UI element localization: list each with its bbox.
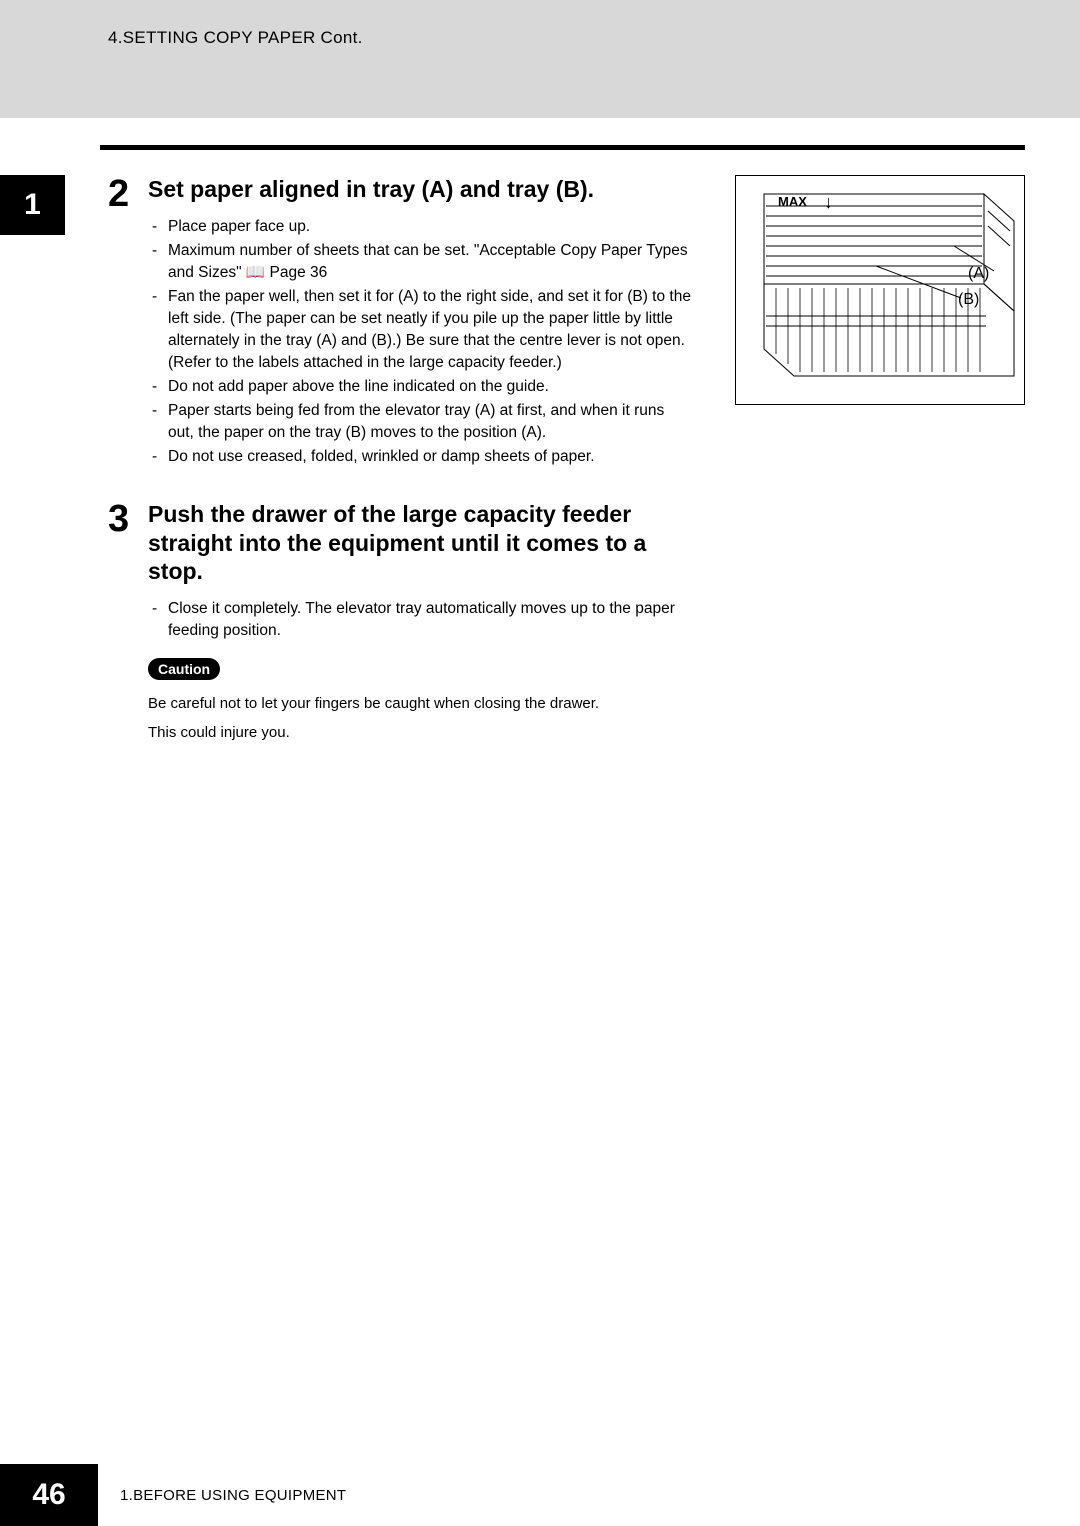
step-2-bullet: Maximum number of sheets that can be set… xyxy=(148,240,693,284)
chapter-tab: 1 xyxy=(0,175,65,235)
header-breadcrumb: 4.SETTING COPY PAPER Cont. xyxy=(108,28,1080,48)
footer-section: 1.BEFORE USING EQUIPMENT xyxy=(98,1487,346,1504)
step-2-title: Set paper aligned in tray (A) and tray (… xyxy=(148,175,703,204)
step-2-bullets: Place paper face up. Maximum number of s… xyxy=(148,216,693,468)
chapter-number: 1 xyxy=(24,188,41,222)
svg-text:↓: ↓ xyxy=(824,192,833,212)
step-3-bullet: Close it completely. The elevator tray a… xyxy=(148,598,693,642)
step-2-bullet: Fan the paper well, then set it for (A) … xyxy=(148,286,693,374)
top-divider-rule xyxy=(100,145,1025,150)
tray-diagram: MAX ↓ (A) (B) xyxy=(735,175,1025,405)
step-2-bullet: Do not add paper above the line indicate… xyxy=(148,376,693,398)
caution-text-2: This could injure you. xyxy=(148,719,708,748)
main-content: MAX ↓ (A) (B) 2 Set paper aligned in tra… xyxy=(108,175,1025,747)
caution-text-1: Be careful not to let your fingers be ca… xyxy=(148,690,708,719)
page-header: 4.SETTING COPY PAPER Cont. xyxy=(0,0,1080,118)
step-2-number: 2 xyxy=(108,175,134,213)
step-3-body: Push the drawer of the large capacity fe… xyxy=(148,500,1025,747)
figure-label-b: (B) xyxy=(958,291,979,308)
page-number-box: 46 xyxy=(0,1464,98,1526)
page-footer: 46 1.BEFORE USING EQUIPMENT xyxy=(0,1464,346,1526)
step-3: 3 Push the drawer of the large capacity … xyxy=(108,500,1025,747)
step-2-bullet: Paper starts being fed from the elevator… xyxy=(148,400,693,444)
figure-label-a: (A) xyxy=(968,265,989,282)
tray-diagram-svg: MAX ↓ (A) (B) xyxy=(736,176,1026,406)
step-2-bullet: Place paper face up. xyxy=(148,216,693,238)
page-number: 46 xyxy=(32,1478,65,1512)
figure-max-label: MAX xyxy=(778,194,807,209)
step-2-bullet: Do not use creased, folded, wrinkled or … xyxy=(148,446,693,468)
step-3-title: Push the drawer of the large capacity fe… xyxy=(148,500,703,586)
step-3-bullets: Close it completely. The elevator tray a… xyxy=(148,598,693,642)
caution-badge: Caution xyxy=(148,658,220,680)
step-3-number: 3 xyxy=(108,500,134,538)
